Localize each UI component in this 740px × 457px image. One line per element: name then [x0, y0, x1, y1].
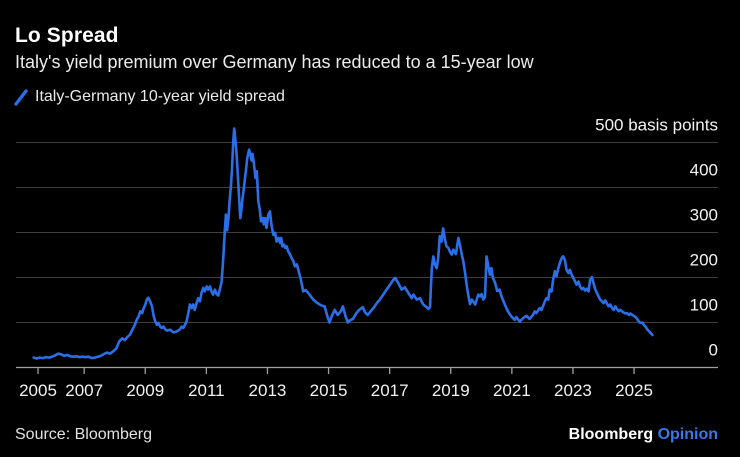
legend-slash-icon [14, 88, 28, 106]
x-tick-label-2025: 2025 [615, 381, 653, 400]
y-tick-label-300: 300 [690, 206, 718, 225]
page-title: Lo Spread [15, 24, 119, 47]
source-note: Source: Bloomberg [15, 426, 152, 443]
x-tick-label-2011: 2011 [188, 381, 225, 400]
x-tick-label-2021: 2021 [493, 381, 531, 400]
y-tick-label-0: 0 [709, 341, 718, 360]
x-tick-label-2009: 2009 [126, 381, 164, 400]
legend-label: Italy-Germany 10-year yield spread [35, 88, 285, 105]
brand-bloomberg: Bloomberg [568, 426, 654, 443]
legend: Italy-Germany 10-year yield spread [14, 88, 285, 106]
brand-opinion: Opinion [657, 426, 718, 443]
brand-logo: Bloomberg Opinion [569, 426, 718, 444]
x-tick-label-2019: 2019 [432, 381, 470, 400]
x-tick-label-2013: 2013 [249, 381, 287, 400]
y-tick-label-500: 500 basis points [595, 116, 718, 135]
y-tick-label-400: 400 [690, 161, 718, 180]
x-tick-label-2007: 2007 [65, 381, 103, 400]
chart-subtitle: Italy's yield premium over Germany has r… [15, 52, 534, 72]
legend-slash-stroke [14, 88, 28, 106]
x-tick-label-2005: 2005 [19, 381, 57, 400]
x-tick-label-2023: 2023 [554, 381, 592, 400]
x-tick-label-2015: 2015 [310, 381, 348, 400]
y-tick-label-200: 200 [690, 251, 718, 270]
series-line-0 [32, 127, 654, 360]
x-tick-label-2017: 2017 [371, 381, 409, 400]
y-tick-label-100: 100 [690, 296, 718, 315]
